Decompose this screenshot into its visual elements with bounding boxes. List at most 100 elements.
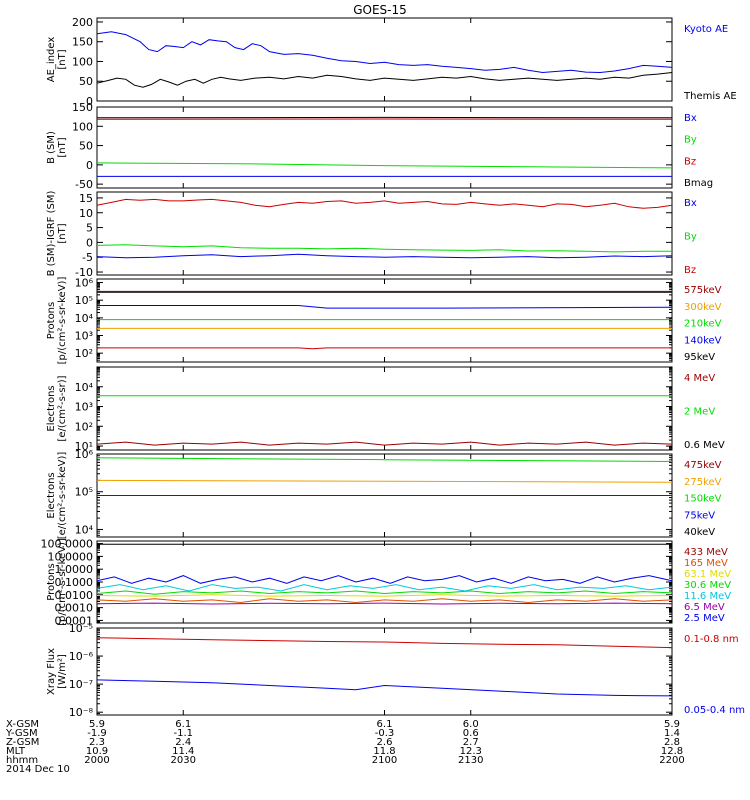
series-line-by [96,162,673,169]
panel-frame [96,191,673,276]
legend-entry: Kyoto AE [684,24,728,35]
x-row-label: Z-GSM [6,737,39,748]
y-tick-label: 0.1000 [55,576,94,589]
x-tick-value: 5.9 [89,719,105,730]
legend-entry: 2.5 MeV [684,613,725,624]
series-line-themis-ae [96,72,673,88]
x-tick-value: -1.9 [87,728,107,739]
panel-7: 0.00010.00100.01000.10001.000010.0000100… [41,538,732,628]
y-axis-label: B (SM)-IGRF (SM) [46,191,57,277]
y-tick-label: 10⁶ [75,277,94,290]
legend-entry: 275keV [684,477,722,488]
y-tick-label: 10⁶ [75,448,94,461]
y-tick-label: 100.0000 [41,538,94,551]
x-tick-value: 2.8 [664,737,680,748]
x-tick-value: 11.8 [373,746,395,757]
y-tick-label: 200 [72,16,93,29]
y-tick-label: 10 [79,207,93,220]
y-tick-label: 100 [72,120,93,133]
x-row-label: hhmm [6,755,38,766]
x-tick-value: 6.0 [463,719,479,730]
legend-entry: 165 MeV [684,558,728,569]
series-line-2-5-mev [96,575,673,584]
legend-entry: By [684,135,697,146]
legend-entry: 6.5 MeV [684,602,725,613]
x-tick-value: 2.7 [463,737,479,748]
series-line-0-05-0-4-nm [96,679,673,697]
y-axis-label: [e/(cm²-s-sr-keV)] [57,452,68,540]
y-tick-label: 100 [72,55,93,68]
legend-entry: 0.1-0.8 nm [684,634,739,645]
legend-entry: Bx [684,198,697,209]
y-tick-label: 150 [72,101,93,114]
legend-entry: 4 MeV [684,373,715,384]
series-line-by [96,244,672,253]
legend-entry: Bz [684,156,696,167]
legend-entry: 11.6 MeV [684,591,731,602]
y-tick-label: 10⁵ [75,486,93,499]
legend-entry: 150keV [684,494,722,505]
series-line-140kev [97,305,673,309]
x-row-label: Y-GSM [5,728,38,739]
legend-entry: 140keV [684,335,722,346]
x-tick-value: 2030 [171,755,196,766]
legend-entry: Bx [684,113,697,124]
panel-2: -50 0 50 100 150 B (SM) [nT] Bx By Bz Bmag [46,101,713,191]
y-axis-label: Protons [46,563,57,600]
legend-entry: 210keV [684,319,722,330]
x-tick-value: 0.6 [463,728,479,739]
y-tick-label: 0 [86,159,93,172]
y-tick-label: 0 [86,95,93,108]
y-tick-label: 10² [75,420,93,433]
y-tick-label: 0.0100 [55,589,94,602]
legend-entry: 475keV [684,460,722,471]
y-axis-label: [nT] [57,137,68,157]
y-tick-label: 10³ [75,330,93,343]
x-tick-value: -1.1 [173,728,193,739]
series-line-165-mev [96,598,673,604]
y-tick-label: 10⁴ [75,523,94,536]
series-line-kyoto-ae [96,31,673,74]
y-axis-label: [e/(cm²-s-sr)] [57,375,68,441]
legend-entry: 0.6 MeV [684,440,725,451]
panel-3: -10 -5 05 10 15 B (SM)-IGRF (SM) [nT] Bx By Bz [46,191,697,280]
x-tick-value: 2.6 [377,737,393,748]
legend-entry: Bmag [684,178,713,189]
x-tick-value: -0.3 [375,728,395,739]
y-tick-label: 1.0000 [55,563,94,576]
y-tick-label: -5 [82,251,93,264]
series-line-63-1-mev [96,594,673,597]
y-axis-label: [p/(cm²-s-sr-keV)] [57,538,68,626]
x-axis-table: X-GSMY-GSMZ-GSMMLThhmm5.9-1.92.310.92000… [5,719,685,766]
y-tick-label: 10⁻⁵ [69,622,93,635]
y-tick-label: 10¹ [75,440,93,453]
x-tick-value: 10.9 [86,746,108,757]
x-tick-value: 2200 [659,755,684,766]
legend-entry: 575keV [684,285,722,296]
y-tick-label: 10⁴ [75,312,94,325]
y-tick-label: 15 [79,192,93,205]
panel-frame [96,17,673,102]
y-axis-label: Protons [46,302,57,339]
x-tick-value: 2.3 [89,737,105,748]
y-tick-label: 10⁻⁸ [69,706,94,719]
y-tick-label: 0.0010 [55,602,94,615]
date-label: 2014 Dec 10 [6,764,70,775]
panel-8: 10⁻⁸ 10⁻⁷ 10⁻⁶ 10⁻⁵ Xray Flux [W/m²] 0.1-0.8 n… [46,622,745,719]
x-tick-value: 12.8 [661,746,683,757]
y-axis-label: [W/m²] [57,654,68,689]
y-axis-label: [nT] [57,49,68,69]
x-tick-value: 12.3 [460,746,482,757]
series-line-bx [96,253,673,259]
x-tick-value: 11.4 [172,746,194,757]
y-axis-label: [p/(cm²-s-sr-keV)] [57,277,68,365]
series-line-30-6-mev [96,590,673,595]
legend-entry: 75keV [684,510,715,521]
legend-entry: By [684,232,697,243]
y-tick-label: 10.0000 [48,550,94,563]
y-axis-label: Electrons [46,385,57,431]
panel-1: 0 50 100 150 200 AE_index [nT] Kyoto AE Themis A… [46,16,737,108]
y-tick-label: 0.0001 [55,614,94,627]
